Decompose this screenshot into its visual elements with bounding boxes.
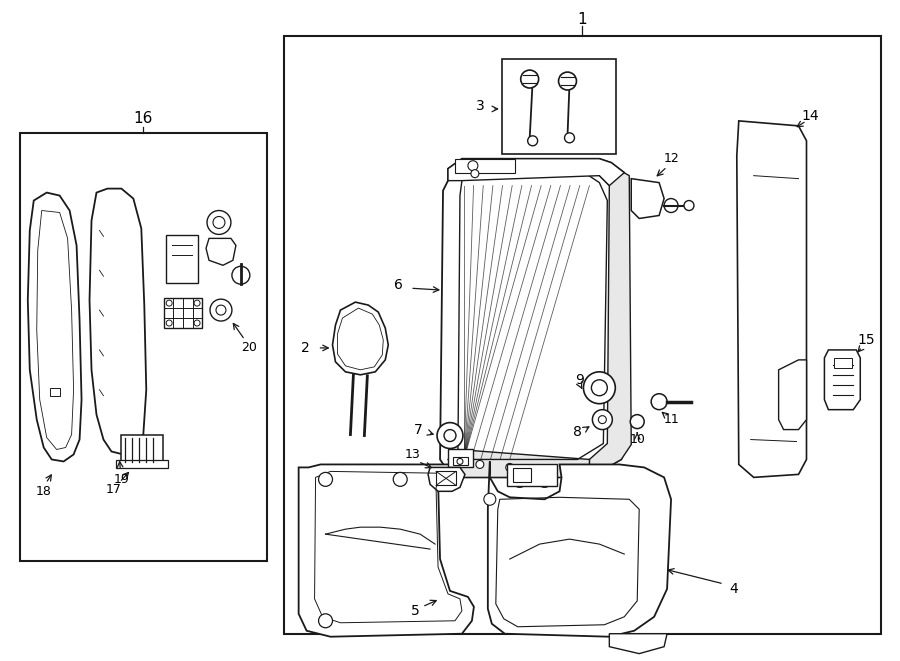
Polygon shape [824,350,860,410]
Bar [164,298,202,328]
Circle shape [166,320,172,326]
Text: 17: 17 [105,483,122,496]
Polygon shape [89,188,147,455]
Polygon shape [206,239,236,265]
Text: 13: 13 [404,448,420,461]
Text: 6: 6 [394,278,402,292]
Bar [284,36,881,634]
Text: 15: 15 [858,333,875,347]
Text: 9: 9 [575,373,584,387]
Text: 20: 20 [241,342,256,354]
Bar [436,471,456,485]
Polygon shape [28,192,82,461]
Text: 11: 11 [663,413,679,426]
Circle shape [457,459,463,465]
Polygon shape [488,461,671,637]
Circle shape [564,133,574,143]
Circle shape [319,473,332,486]
Text: 12: 12 [663,152,679,165]
Circle shape [232,266,250,284]
Text: 5: 5 [410,603,419,618]
Polygon shape [590,159,631,477]
Circle shape [512,471,527,487]
Polygon shape [448,159,625,186]
Circle shape [166,300,172,306]
Text: 8: 8 [573,424,582,438]
Circle shape [527,136,537,146]
Bar [20,133,266,561]
Circle shape [194,300,200,306]
Bar [502,59,616,154]
Circle shape [652,394,667,410]
Circle shape [210,299,232,321]
Text: 2: 2 [302,341,310,355]
Circle shape [319,614,332,628]
Bar [834,358,852,368]
Bar [455,159,515,173]
Text: 3: 3 [475,99,484,113]
Polygon shape [737,121,806,477]
Text: 18: 18 [36,485,51,498]
Circle shape [444,430,456,442]
Polygon shape [631,178,664,219]
Circle shape [684,200,694,210]
Bar [116,461,168,469]
Polygon shape [332,302,388,375]
Circle shape [476,461,484,469]
Text: 10: 10 [629,433,645,446]
Polygon shape [428,467,465,491]
Circle shape [598,416,607,424]
Text: 1: 1 [578,12,588,27]
Text: 4: 4 [729,582,738,596]
Text: 16: 16 [133,112,153,126]
Bar [513,469,531,483]
Circle shape [592,410,612,430]
Circle shape [664,198,678,212]
Bar [453,457,468,465]
Circle shape [393,473,407,486]
Circle shape [471,170,479,178]
Bar [50,388,59,396]
Text: 14: 14 [802,109,819,123]
Circle shape [207,210,231,235]
Polygon shape [778,360,806,430]
Bar [507,465,556,486]
Circle shape [559,72,577,90]
Circle shape [216,305,226,315]
Bar [448,449,472,467]
Bar [166,235,198,283]
Circle shape [630,414,644,428]
Circle shape [213,217,225,229]
Circle shape [536,471,553,487]
Circle shape [194,320,200,326]
Bar [122,434,163,467]
Circle shape [506,463,514,471]
Circle shape [583,372,616,404]
Circle shape [591,380,608,396]
Polygon shape [299,465,474,637]
Circle shape [468,161,478,171]
Circle shape [484,493,496,505]
Polygon shape [440,159,629,477]
Circle shape [521,70,538,88]
Text: 19: 19 [113,473,130,486]
Polygon shape [448,449,590,477]
Polygon shape [609,634,667,654]
Circle shape [437,422,463,449]
Text: 7: 7 [414,422,422,436]
